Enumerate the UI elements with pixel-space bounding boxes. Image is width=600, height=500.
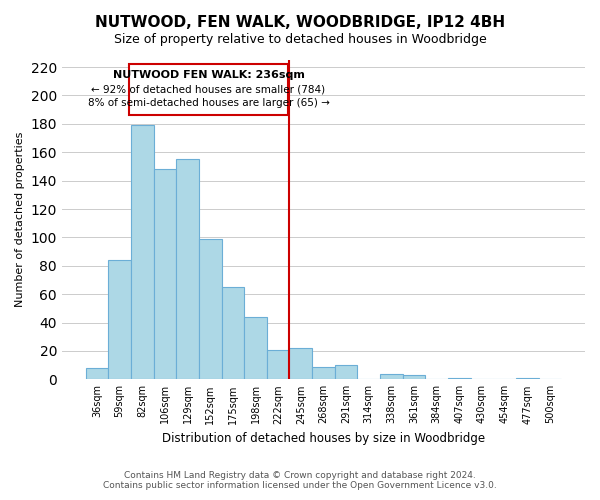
Bar (403, 375, 425, 380)
Text: NUTWOOD, FEN WALK, WOODBRIDGE, IP12 4BH: NUTWOOD, FEN WALK, WOODBRIDGE, IP12 4BH (95, 15, 505, 30)
FancyBboxPatch shape (129, 64, 289, 116)
Text: ← 92% of detached houses are smaller (784): ← 92% of detached houses are smaller (78… (91, 84, 326, 94)
Text: NUTWOOD FEN WALK: 236sqm: NUTWOOD FEN WALK: 236sqm (113, 70, 304, 80)
Text: Size of property relative to detached houses in Woodbridge: Size of property relative to detached ho… (113, 32, 487, 46)
X-axis label: Distribution of detached houses by size in Woodbridge: Distribution of detached houses by size … (162, 432, 485, 445)
Bar (176, 160, 199, 380)
Bar (199, 239, 221, 380)
Bar (289, 348, 312, 380)
Bar (380, 374, 403, 380)
Bar (86, 368, 109, 380)
Text: Contains HM Land Registry data © Crown copyright and database right 2024.
Contai: Contains HM Land Registry data © Crown c… (103, 470, 497, 490)
Bar (131, 126, 154, 380)
Y-axis label: Number of detached properties: Number of detached properties (15, 132, 25, 308)
Bar (516, 378, 539, 380)
Bar (267, 350, 289, 380)
Text: 8% of semi-detached houses are larger (65) →: 8% of semi-detached houses are larger (6… (88, 98, 329, 108)
Bar (244, 317, 267, 380)
Bar (312, 366, 335, 380)
Bar (154, 170, 176, 380)
Bar (335, 365, 358, 380)
Bar (221, 287, 244, 380)
Bar (448, 378, 470, 380)
Bar (109, 260, 131, 380)
